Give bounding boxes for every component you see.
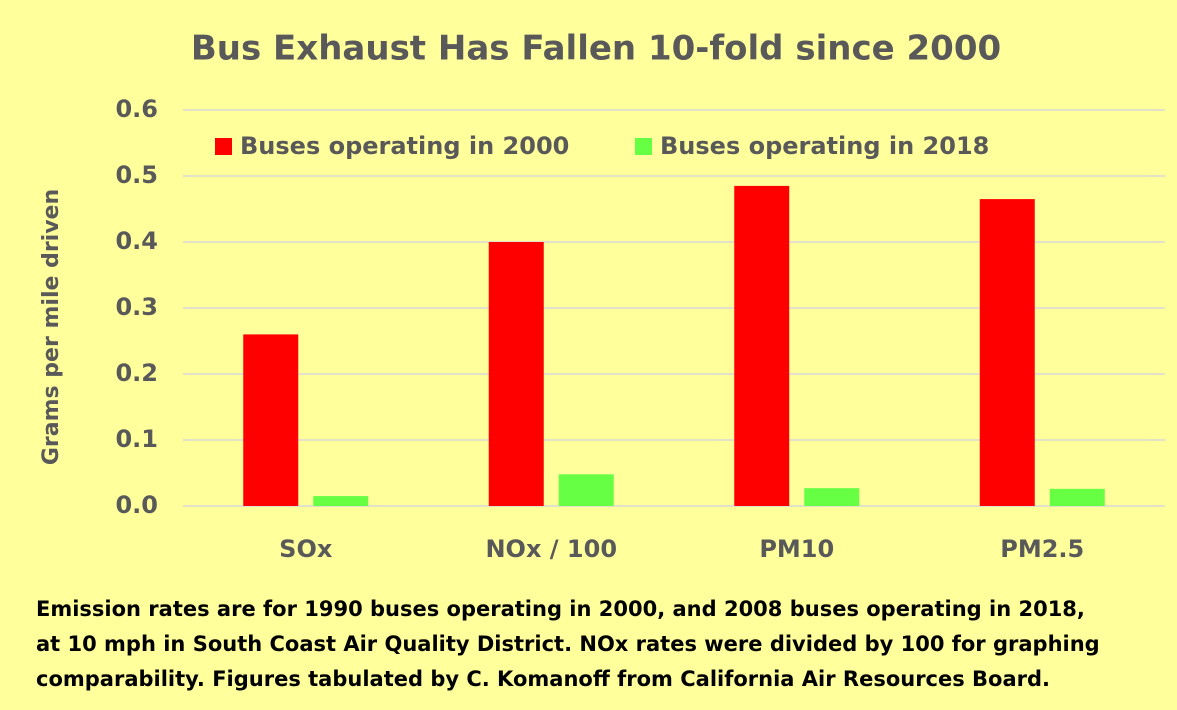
y-tick-label: 0.1 [115,425,158,453]
x-tick-label: PM2.5 [1000,535,1084,563]
bar [488,242,544,506]
footnote: comparability. Figures tabulated by C. K… [36,667,1050,691]
y-tick-label: 0.2 [115,359,158,387]
legend-swatch [215,138,232,155]
bar [979,199,1035,506]
y-tick-label: 0.3 [115,293,158,321]
chart-title: Bus Exhaust Has Fallen 10-fold since 200… [191,29,1001,69]
y-tick-label: 0.5 [115,161,158,189]
legend-swatch [635,138,652,155]
bar [804,488,860,506]
bar [1049,488,1105,506]
y-tick-label: 0.4 [115,227,158,255]
bar [558,474,614,506]
bar [243,334,299,506]
x-tick-label: PM10 [759,535,834,563]
bar [313,496,369,506]
y-tick-label: 0.0 [115,491,158,519]
y-axis-label: Grams per mile driven [39,189,64,465]
x-tick-label: NOx / 100 [485,535,617,563]
legend-label: Buses operating in 2000 [240,132,569,160]
footnote: Emission rates are for 1990 buses operat… [36,597,1085,621]
bar [734,185,790,506]
footnote: at 10 mph in South Coast Air Quality Dis… [36,632,1100,656]
legend-label: Buses operating in 2018 [660,132,989,160]
x-tick-label: SOx [279,535,333,563]
y-tick-label: 0.6 [115,95,158,123]
